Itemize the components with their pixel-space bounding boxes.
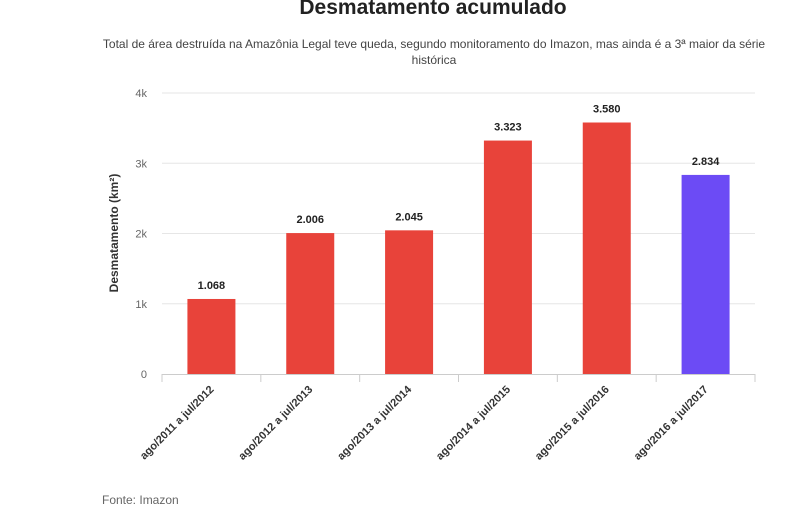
bar (286, 233, 335, 374)
source-note: Fonte: Imazon (102, 493, 179, 507)
y-tick-label: 3k (135, 158, 147, 170)
y-tick-label: 2k (135, 229, 147, 241)
value-labels: 1.068 2.006 2.045 3.323 3.580 2.834 (198, 104, 721, 292)
x-tick-label: ago/2016 a jul/2017 (632, 384, 711, 463)
value-label: 2.834 (692, 156, 720, 168)
bar (582, 122, 631, 374)
value-label: 3.323 (494, 122, 522, 134)
value-label: 2.045 (395, 211, 423, 223)
gridlines (162, 92, 755, 305)
y-tick-label: 0 (141, 369, 147, 381)
x-tick-label: ago/2011 a jul/2012 (138, 384, 217, 463)
value-label: 2.006 (296, 214, 324, 226)
x-tick-label: ago/2014 a jul/2015 (434, 384, 513, 463)
bar (187, 298, 236, 374)
bars (187, 122, 730, 374)
y-tick-label: 1k (135, 299, 147, 311)
x-axis: ago/2011 a jul/2012 ago/2012 a jul/2013 ag… (138, 374, 756, 463)
x-tick-label: ago/2015 a jul/2016 (533, 384, 612, 463)
bar (483, 140, 532, 374)
x-tick-label: ago/2012 a jul/2013 (236, 384, 315, 463)
chart-subtitle: Total de área destruída na Amazônia Lega… (102, 37, 766, 67)
bar (385, 230, 434, 374)
x-tick-label: ago/2013 a jul/2014 (335, 383, 415, 463)
chart-title: Desmatamento acumulado (299, 0, 567, 19)
value-label: 3.580 (593, 104, 621, 116)
y-tick-label: 4k (135, 88, 147, 100)
y-axis-label: Desmatamento (km²) (107, 174, 121, 293)
value-label: 1.068 (198, 280, 226, 292)
bar (681, 174, 730, 374)
y-axis-ticks: 0 1k 2k 3k 4k (135, 88, 147, 381)
